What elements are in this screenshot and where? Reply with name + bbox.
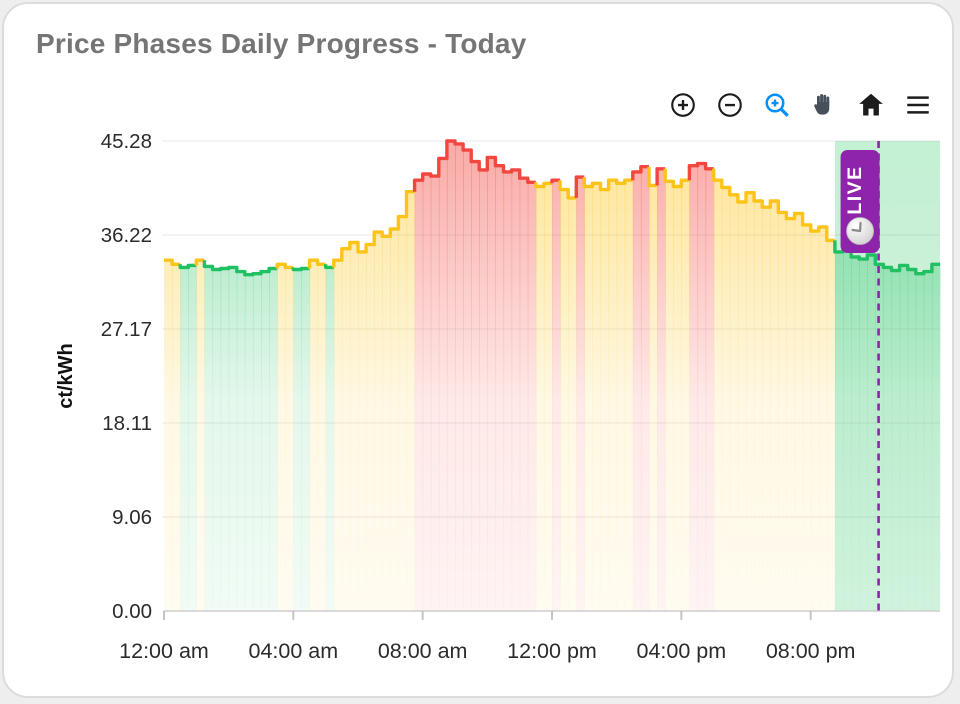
live-badge-label: LIVE bbox=[844, 165, 866, 214]
svg-text:9.06: 9.06 bbox=[112, 506, 152, 529]
y-axis-title: ct/kWh bbox=[55, 343, 77, 409]
svg-text:18.11: 18.11 bbox=[102, 412, 152, 435]
price-phases-chart[interactable]: 45.28 36.22 27.17 18.11 9.06 0.00 ct/kWh 12:00 … bbox=[4, 4, 954, 698]
x-axis bbox=[163, 610, 940, 620]
svg-text:04:00 am: 04:00 am bbox=[249, 639, 339, 663]
zoom-out-icon bbox=[718, 93, 742, 117]
zoom-in-icon bbox=[671, 93, 695, 117]
menu-icon bbox=[907, 96, 929, 114]
price-area-fills bbox=[164, 141, 941, 612]
home-icon bbox=[859, 93, 883, 116]
menu-button[interactable] bbox=[900, 88, 936, 122]
svg-text:36.22: 36.22 bbox=[101, 224, 152, 247]
y-axis-labels: 45.28 36.22 27.17 18.11 9.06 0.00 bbox=[101, 130, 152, 623]
chart-toolbar bbox=[665, 88, 936, 122]
zoom-out-button[interactable] bbox=[712, 88, 748, 122]
x-axis-labels: 12:00 am 04:00 am 08:00 am 12:00 pm 04:00 pm… bbox=[119, 639, 855, 663]
pan-icon bbox=[814, 94, 830, 115]
svg-text:45.28: 45.28 bbox=[101, 130, 152, 153]
selection-zoom-button[interactable] bbox=[759, 88, 795, 122]
pan-button[interactable] bbox=[806, 88, 842, 122]
home-button[interactable] bbox=[853, 88, 889, 122]
clock-icon bbox=[846, 217, 874, 245]
price-step-line bbox=[164, 139, 940, 277]
svg-text:12:00 pm: 12:00 pm bbox=[507, 639, 597, 663]
svg-text:08:00 pm: 08:00 pm bbox=[766, 639, 856, 663]
svg-text:08:00 am: 08:00 am bbox=[378, 639, 468, 663]
svg-text:04:00 pm: 04:00 pm bbox=[637, 639, 727, 663]
chart-title: Price Phases Daily Progress - Today bbox=[36, 28, 527, 59]
svg-text:12:00 am: 12:00 am bbox=[119, 639, 209, 663]
selection-zoom-icon bbox=[765, 93, 789, 117]
svg-text:0.00: 0.00 bbox=[112, 600, 152, 623]
svg-text:27.17: 27.17 bbox=[101, 318, 152, 341]
live-badge: LIVE bbox=[840, 150, 880, 253]
zoom-in-button[interactable] bbox=[665, 88, 701, 122]
